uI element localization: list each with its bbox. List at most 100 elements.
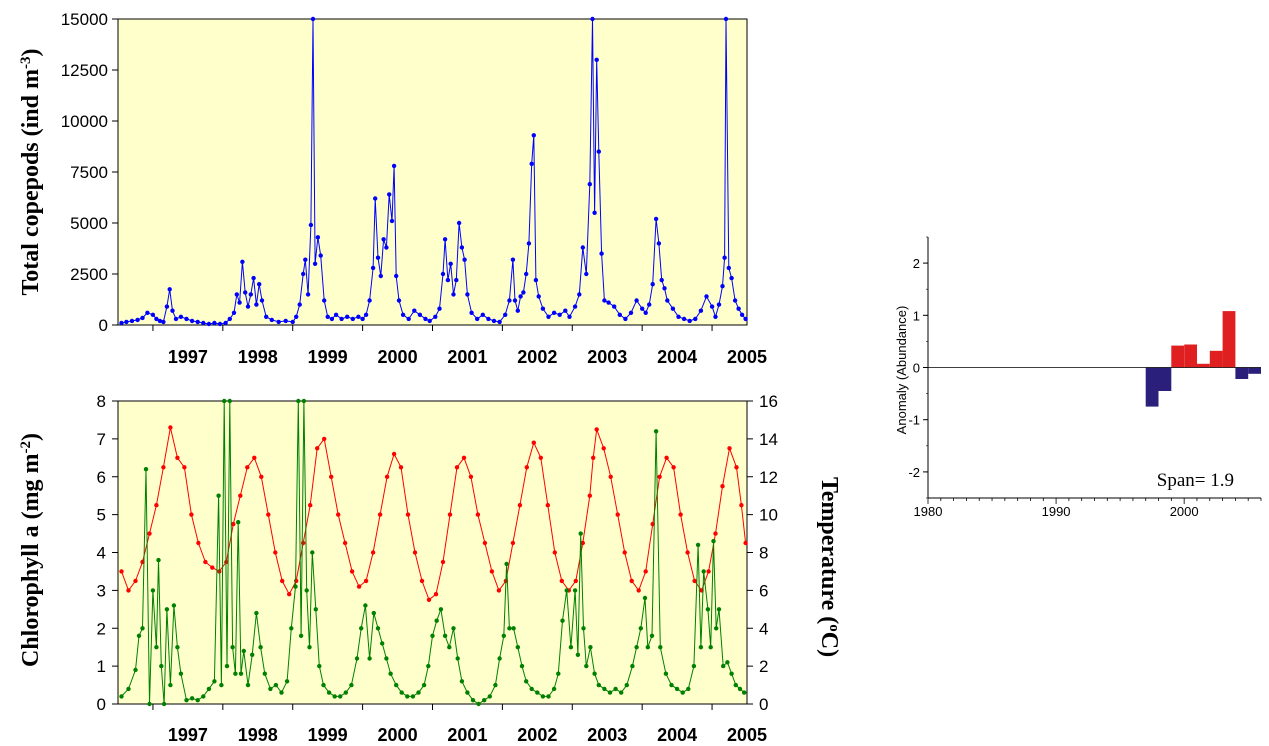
y-axis-label: Anomaly (Abundance) — [894, 306, 909, 435]
series-line — [121, 400, 745, 705]
data-point — [584, 271, 589, 277]
data-point — [511, 626, 516, 631]
data-point — [698, 645, 704, 650]
data-point — [517, 503, 523, 508]
data-point — [629, 578, 634, 584]
data-point — [529, 161, 534, 166]
x-tick-label: 2002 — [517, 347, 557, 367]
data-point — [157, 318, 163, 324]
data-point — [394, 273, 399, 279]
y-tick-label-left: 7 — [97, 430, 106, 449]
data-point — [189, 512, 194, 517]
series-line — [121, 18, 746, 325]
data-point — [504, 561, 509, 567]
data-point — [289, 626, 294, 631]
data-point — [725, 660, 730, 665]
data-point — [704, 294, 709, 299]
data-point — [454, 465, 460, 470]
data-point — [482, 698, 487, 703]
data-point — [742, 690, 747, 695]
data-point — [462, 257, 467, 262]
data-point — [317, 663, 322, 669]
data-point — [619, 690, 624, 695]
y-tick-label-right: 16 — [759, 392, 778, 411]
data-point — [339, 316, 344, 322]
data-point — [290, 319, 295, 325]
data-point — [564, 588, 569, 593]
data-point — [423, 316, 428, 322]
data-point — [305, 292, 311, 297]
data-point — [692, 578, 697, 584]
data-point — [469, 310, 474, 315]
data-point — [447, 645, 452, 650]
data-point — [384, 656, 389, 661]
data-point — [691, 663, 697, 669]
data-point — [360, 316, 365, 322]
data-point — [119, 569, 124, 574]
data-point — [412, 308, 417, 313]
y-tick-label: -2 — [908, 465, 920, 480]
y-axis-label-right: Temperature (oC) — [816, 477, 842, 657]
data-point — [430, 633, 435, 638]
y-tick-label-right: 2 — [759, 657, 768, 676]
data-point — [584, 663, 589, 669]
copepod-chart: 0 2500 5000 7500 10000 12500 15000 1997 1998 1999… — [18, 10, 767, 367]
data-point — [283, 318, 288, 324]
data-point — [236, 520, 241, 525]
anomaly-bar — [1171, 345, 1185, 368]
data-point — [195, 698, 200, 703]
data-point — [189, 318, 195, 324]
data-point — [189, 696, 195, 701]
data-point — [133, 578, 138, 584]
data-point — [701, 569, 706, 574]
data-point — [301, 271, 306, 277]
data-point — [168, 682, 173, 688]
data-point — [723, 16, 729, 22]
data-point — [342, 540, 348, 546]
y-tick-label-left: 3 — [97, 581, 106, 600]
data-point — [459, 679, 465, 684]
data-point — [686, 686, 691, 692]
data-point — [465, 292, 470, 297]
data-point — [384, 245, 389, 250]
y-tick-label: 1 — [913, 308, 920, 323]
data-point — [161, 701, 167, 707]
data-point — [233, 671, 238, 676]
data-point — [645, 645, 650, 650]
anomaly-bar — [1197, 363, 1210, 368]
data-point — [329, 474, 334, 479]
data-point — [135, 317, 140, 323]
data-point — [602, 298, 607, 303]
x-tick-label: 2003 — [587, 725, 627, 745]
data-point — [515, 308, 520, 313]
data-point — [556, 671, 561, 676]
y-tick-label-left: 2 — [97, 619, 106, 638]
data-point — [184, 698, 189, 703]
data-point — [440, 271, 446, 277]
data-point — [307, 645, 312, 650]
data-point — [227, 398, 232, 404]
y-tick-label-left: 6 — [97, 468, 106, 487]
data-point — [670, 306, 676, 311]
data-point — [164, 607, 170, 612]
data-point — [729, 275, 734, 281]
data-point — [384, 474, 390, 479]
y-tick-label-right: 4 — [759, 619, 768, 638]
data-point — [622, 550, 627, 555]
x-tick-label: 1997 — [168, 347, 208, 367]
data-point — [643, 310, 648, 315]
data-point — [617, 312, 622, 317]
anomaly-bar — [1209, 350, 1223, 368]
data-point — [642, 595, 648, 601]
data-point — [512, 298, 518, 303]
data-point — [161, 319, 166, 325]
data-point — [294, 314, 299, 319]
data-point — [201, 320, 206, 326]
data-point — [388, 671, 393, 676]
data-point — [284, 679, 290, 684]
data-point — [475, 316, 480, 322]
data-point — [231, 521, 236, 527]
data-point — [310, 16, 316, 22]
data-point — [493, 682, 498, 688]
data-point — [612, 304, 617, 309]
